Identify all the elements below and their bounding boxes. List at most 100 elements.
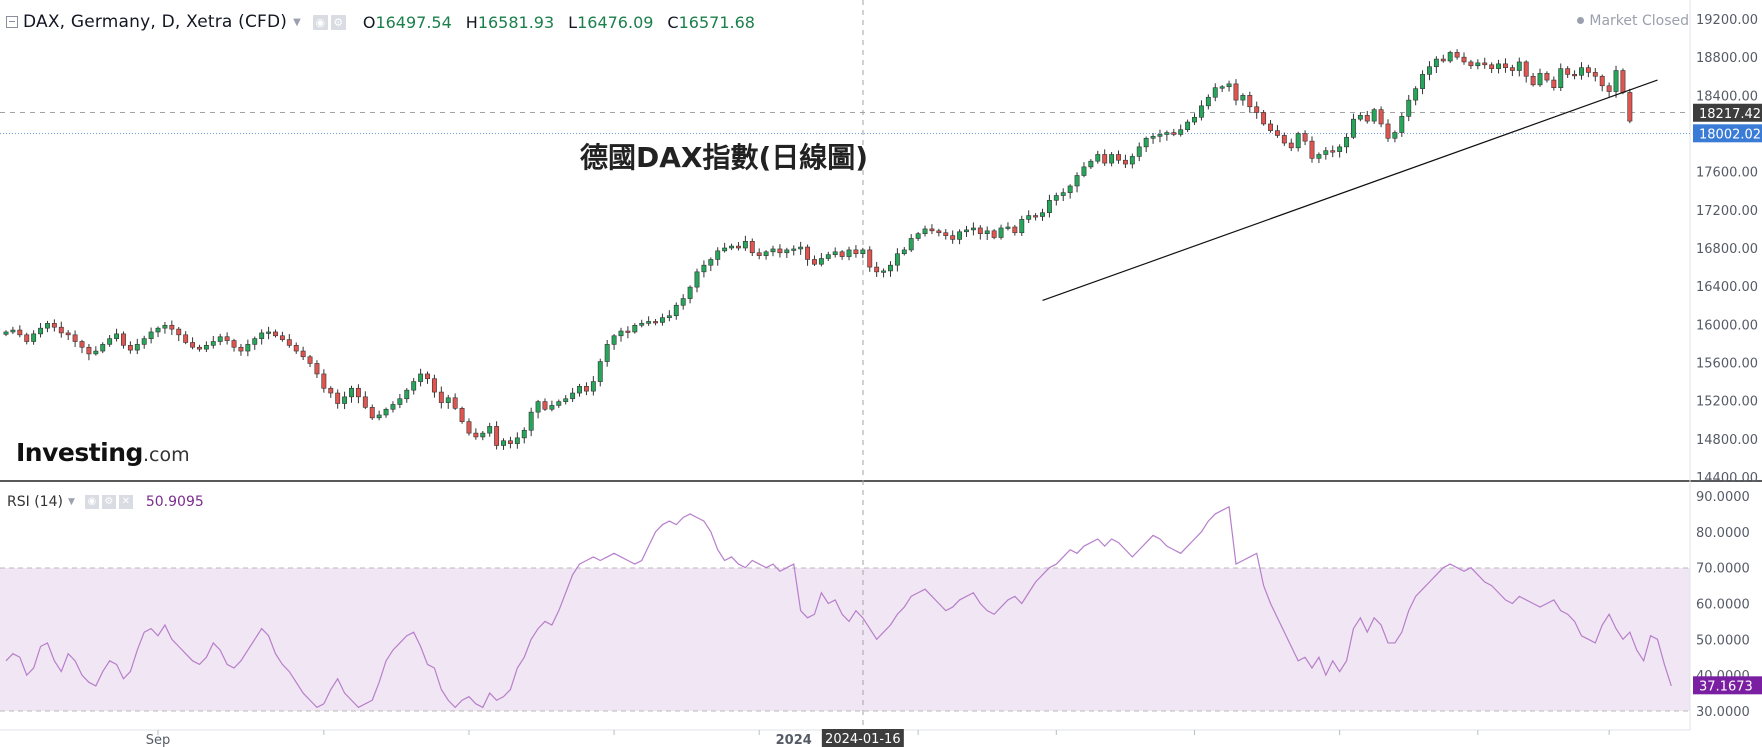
candle-body [563,398,569,402]
candle-body [818,258,824,265]
candle-body [369,407,375,419]
candle-body [1440,58,1446,62]
candle-body [1392,132,1398,139]
candle-body [349,387,354,398]
candle-body [646,321,652,324]
price-tick-label: 14800.00 [1696,433,1758,448]
candle-body [936,230,942,234]
candle-body [1475,62,1481,67]
candle-body [1461,56,1467,63]
candle-body [1482,62,1488,66]
crosshair-date-box [821,729,904,747]
gear-icon[interactable]: ⚙ [101,495,116,509]
candle-body [390,404,396,410]
candle-body [1496,63,1502,69]
rsi-tick-label: 90.0000 [1696,490,1750,505]
candle-body [632,324,638,333]
price-tick-label: 16400.00 [1696,280,1758,295]
candle-body [694,271,700,288]
rsi-tick-label: 60.0000 [1696,598,1750,613]
close-value: 16571.68 [678,12,755,32]
candle-body [3,331,9,335]
candle-body [915,233,921,239]
candle-body [1005,226,1011,229]
candle-body [825,254,831,259]
candle-body [611,335,617,345]
candle-body [1157,134,1163,137]
candle-body [1558,68,1564,89]
candle-body [597,361,603,382]
candle-body [860,249,866,255]
candle-body [1226,83,1232,88]
candle-body [521,429,527,439]
candle-body [1371,109,1377,122]
candle-body [853,249,859,255]
candle-body [45,323,50,329]
candle-body [777,248,783,254]
candle-body [224,336,230,341]
candle-body [881,270,887,273]
candle-body [1178,129,1184,135]
candle-body [1516,61,1522,71]
candle-body [1116,154,1121,161]
candle-body [687,286,693,299]
candle-body [1074,175,1080,187]
candle-body [1040,212,1045,217]
candle-body [943,232,949,236]
candle-body [618,330,624,337]
collapse-icon[interactable] [6,16,18,28]
candle-body [459,407,465,422]
high-value: 16581.93 [477,12,555,32]
close-icon[interactable]: ✕ [118,495,133,509]
candle-body [964,229,969,233]
candle-body [210,341,216,346]
candle-body [203,345,209,350]
chevron-down-icon[interactable]: ▼ [293,16,301,28]
candle-body [1344,137,1349,148]
candle-body [708,259,714,266]
candle-body [86,346,92,355]
candle-body [639,323,645,326]
candle-body [1385,123,1391,139]
candle-body [307,356,313,364]
rsi-value: 50.9095 [145,494,204,510]
candle-body [176,328,182,336]
rsi-tick-label: 50.0000 [1696,633,1750,648]
candle-body [722,247,728,252]
candle-body [666,315,672,318]
chevron-down-icon[interactable]: ▼ [67,497,75,507]
eye-icon[interactable]: ◉ [312,14,328,30]
candle-body [901,249,907,255]
candle-body [570,392,576,400]
candle-body [922,228,928,234]
symbol-title[interactable]: DAX, Germany, D, Xetra (CFD) [23,12,288,32]
candle-body [100,344,106,352]
candle-body [79,341,85,348]
candle-body [169,324,175,330]
investing-logo: Investing.com [16,438,190,467]
candle-body [1509,67,1515,71]
rsi-title[interactable]: RSI (14) [7,494,63,510]
candle-body [888,264,893,272]
gear-icon[interactable]: ⚙ [330,14,346,30]
candle-body [673,304,679,317]
candle-body [10,329,16,333]
candle-body [1572,74,1578,77]
candle-body [1012,226,1018,234]
rsi-last-label-box [1693,676,1762,695]
candle-body [1046,199,1052,213]
time-axis [157,730,1610,735]
candle-body [121,333,126,346]
candle-body [1454,52,1460,58]
candle-body [127,345,133,351]
candle-body [342,396,348,404]
candle-body [1053,195,1059,201]
candle-body [1198,105,1204,118]
candle-body [535,401,541,413]
candle-body [480,432,486,438]
candle-body [1433,58,1439,68]
rsi-tick-label: 80.0000 [1696,526,1750,541]
eye-icon[interactable]: ◉ [84,495,99,509]
candle-body [17,329,23,336]
